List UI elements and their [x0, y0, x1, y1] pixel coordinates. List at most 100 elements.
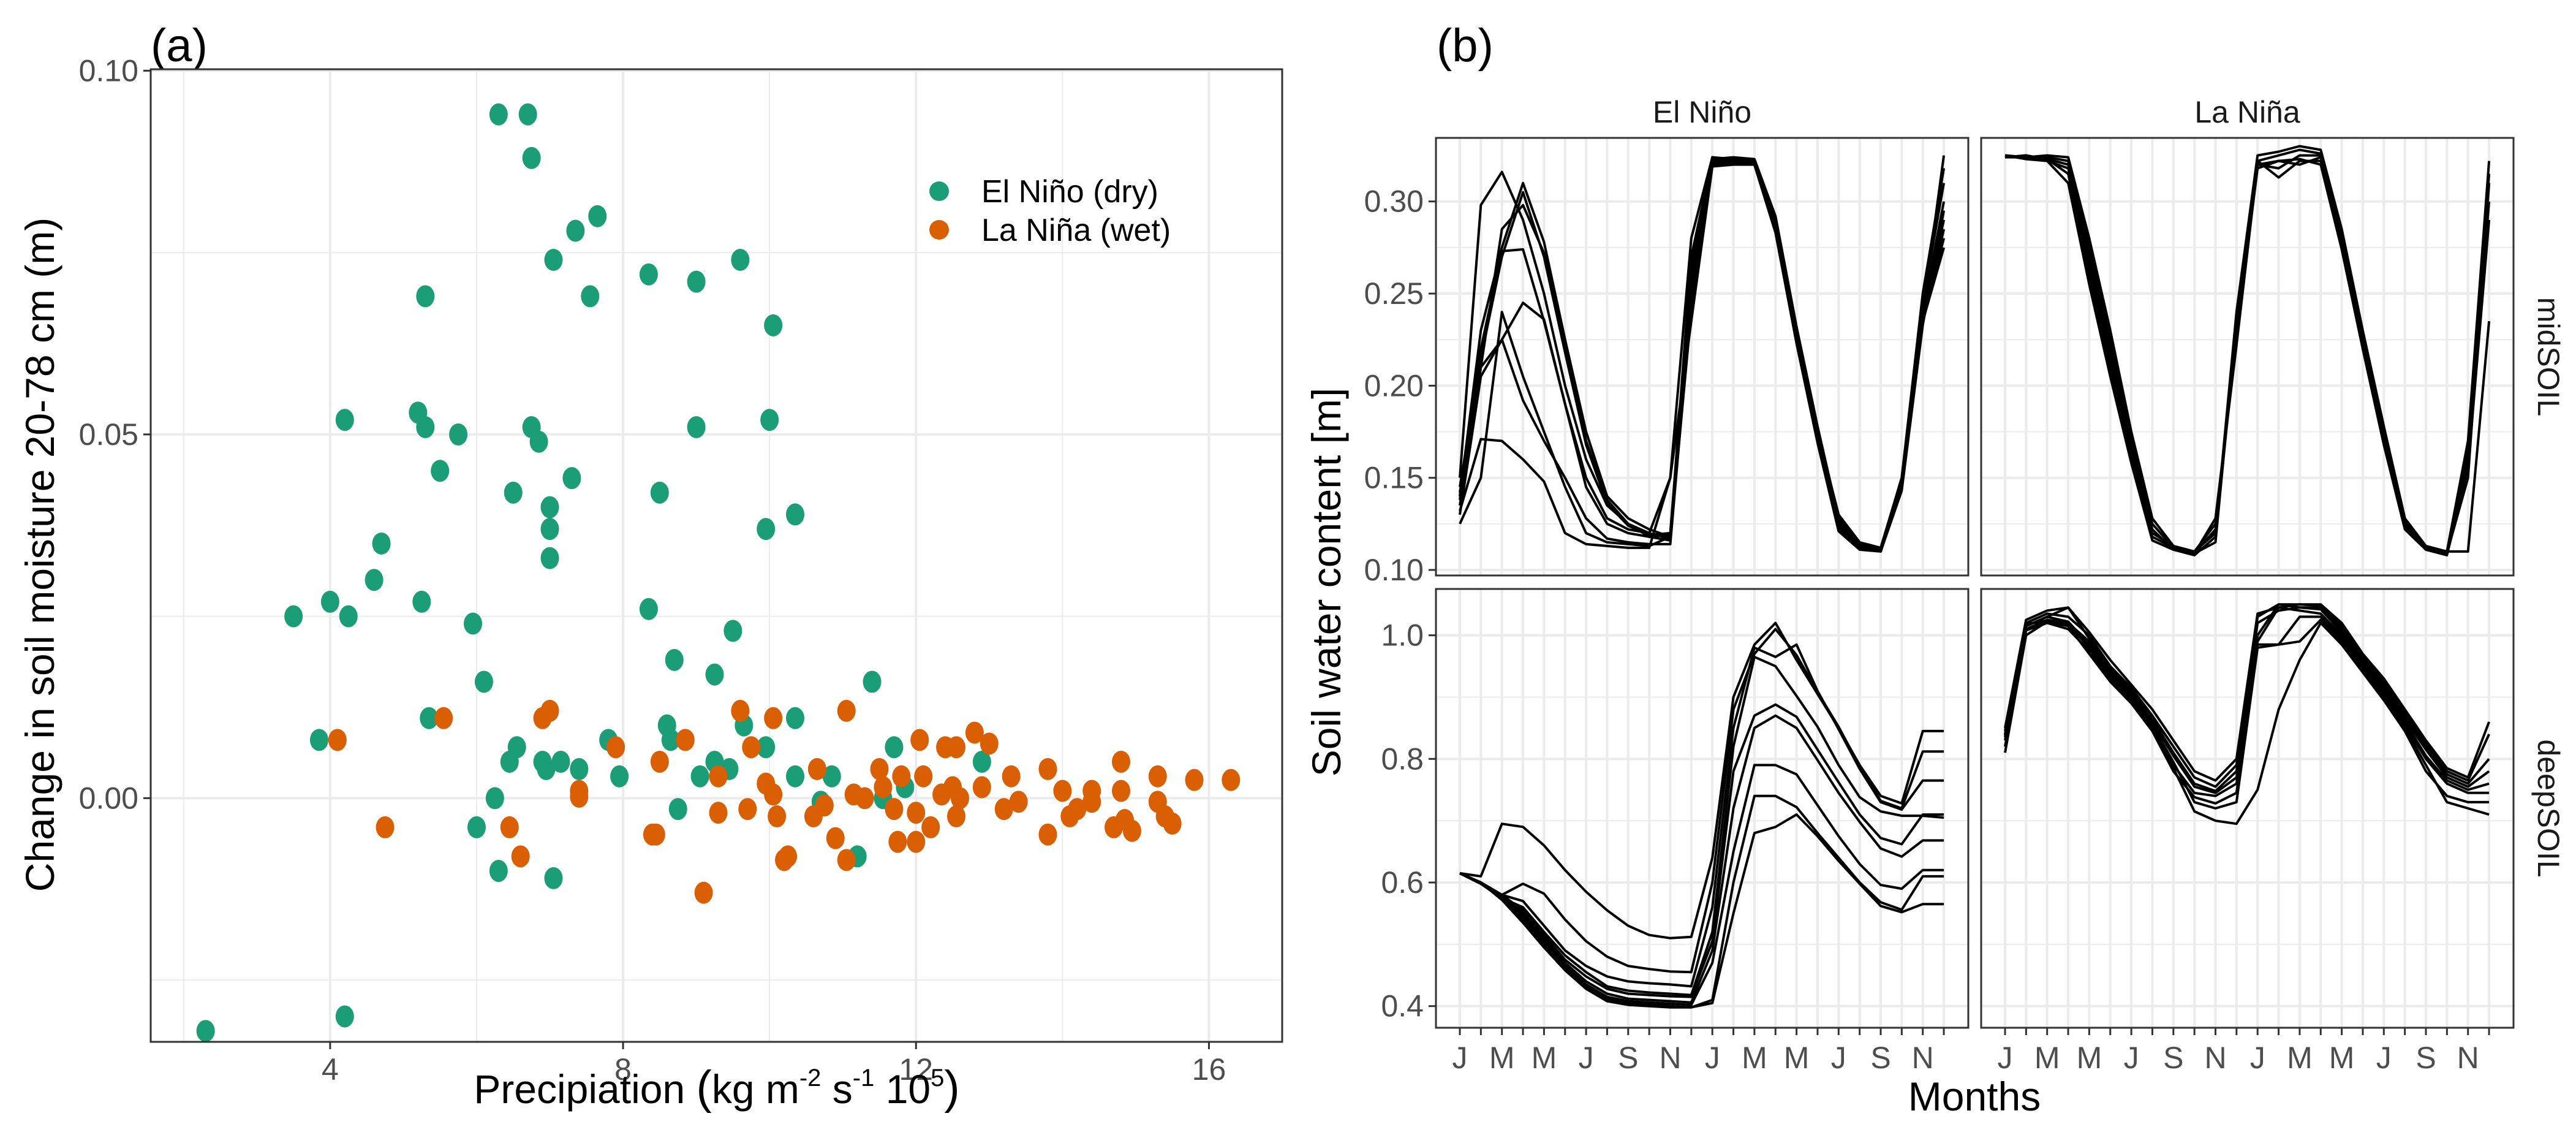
data-point	[676, 729, 695, 751]
x-tick-label: J	[1579, 1041, 1594, 1075]
data-point	[551, 751, 570, 773]
data-point	[416, 285, 435, 308]
data-point	[947, 736, 966, 759]
data-point	[1038, 757, 1057, 780]
facet-frame	[1980, 588, 2515, 1029]
legend-key-la-nina	[929, 220, 949, 240]
data-point	[570, 757, 589, 780]
series-la-nina	[328, 699, 1241, 904]
data-point	[464, 612, 483, 635]
x-title-unit3: 10	[874, 1066, 931, 1112]
data-point	[775, 849, 794, 871]
x-tick-label: N	[1659, 1041, 1681, 1075]
data-point	[1111, 780, 1130, 802]
data-point	[320, 590, 339, 613]
series-line	[1459, 655, 1944, 996]
data-point	[588, 205, 607, 227]
facet-frame	[1435, 588, 1970, 1029]
x-tick-label: J	[2124, 1041, 2139, 1075]
data-point	[610, 765, 629, 788]
data-point	[570, 785, 589, 808]
data-point	[504, 481, 523, 504]
data-point	[522, 146, 541, 169]
series-line	[2004, 619, 2490, 826]
x-tick-label: J	[1705, 1041, 1720, 1075]
series-line	[1459, 621, 1944, 940]
data-point	[885, 736, 904, 759]
series-line	[1459, 764, 1944, 1006]
data-point	[364, 569, 383, 591]
x-tick-label: M	[2287, 1041, 2313, 1075]
data-point	[709, 765, 728, 788]
data-point	[764, 314, 783, 336]
y-tick-label: 0.6	[1381, 865, 1424, 900]
data-point	[786, 765, 805, 788]
data-point	[335, 409, 354, 431]
data-point	[980, 732, 999, 755]
x-tick-label: J	[1998, 1041, 2013, 1075]
x-tick-label: M	[2034, 1041, 2060, 1075]
data-point	[1038, 823, 1057, 846]
series-line	[1459, 628, 1944, 974]
data-point	[1082, 791, 1101, 813]
data-point	[540, 496, 559, 518]
data-point	[687, 416, 706, 438]
x-title-unit2: s	[821, 1066, 852, 1112]
data-point	[760, 409, 779, 431]
data-point	[284, 605, 303, 628]
panel-a-axes: 4 8 12 16 0.00 0.05 0.10	[79, 53, 1226, 1087]
data-point	[372, 532, 391, 555]
y-tick-label: 0.8	[1381, 742, 1424, 776]
series-line	[1459, 703, 1944, 998]
legend-item-la-nina: La Niña (wet)	[929, 213, 1171, 248]
facet-elnio-deepsoil: 0.40.60.81.0J M M J S N J M M J S N	[1381, 588, 1970, 1075]
data-point	[529, 430, 548, 453]
data-point	[668, 798, 687, 821]
facet-frame	[1980, 137, 2515, 577]
data-point	[687, 270, 706, 293]
data-point	[764, 783, 783, 806]
data-point	[544, 248, 563, 271]
x-title-unit1: kg m	[712, 1066, 799, 1112]
series-line	[2004, 615, 2490, 816]
x-tick-label: N	[2457, 1041, 2479, 1075]
data-point	[738, 798, 757, 821]
y-tick-label: 0.4	[1381, 989, 1424, 1023]
panel-b-x-axis-title: Months	[1908, 1074, 2041, 1119]
x-tick-label: J	[2376, 1041, 2392, 1075]
data-point	[1122, 819, 1141, 842]
data-point	[837, 849, 856, 871]
data-point	[434, 707, 453, 729]
panel-b-y-axis-title: Soil water content [m]	[1304, 388, 1349, 777]
data-point	[1009, 791, 1028, 813]
data-point	[566, 219, 585, 242]
data-point	[786, 707, 805, 729]
x-tick-label: 16	[1192, 1052, 1226, 1087]
data-point	[965, 721, 984, 744]
series-line	[2004, 154, 2491, 555]
data-point	[972, 751, 991, 773]
series-el-nino	[196, 103, 991, 1042]
data-point	[485, 787, 504, 810]
x-tick-label: J	[2250, 1041, 2265, 1075]
x-tick-label: S	[1870, 1041, 1890, 1075]
legend-item-el-nino: El Niño (dry)	[929, 174, 1158, 210]
data-point	[544, 867, 563, 889]
data-point	[335, 1005, 354, 1028]
data-point	[467, 816, 486, 838]
data-point	[309, 729, 328, 751]
data-point	[921, 816, 940, 838]
data-point	[500, 751, 519, 773]
data-point	[950, 787, 969, 810]
x-title-exp1: -2	[799, 1065, 822, 1091]
data-point	[540, 518, 559, 541]
y-tick-label: 0.10	[1364, 553, 1424, 587]
y-tick-label: 0.05	[79, 417, 138, 452]
data-point	[420, 707, 439, 729]
data-point	[1105, 816, 1124, 838]
panel-a-frame	[149, 68, 1283, 1043]
y-tick-label: 0.25	[1364, 276, 1424, 311]
data-point	[474, 670, 493, 693]
x-title-main: Precipiation	[474, 1066, 696, 1112]
data-point	[650, 481, 669, 504]
